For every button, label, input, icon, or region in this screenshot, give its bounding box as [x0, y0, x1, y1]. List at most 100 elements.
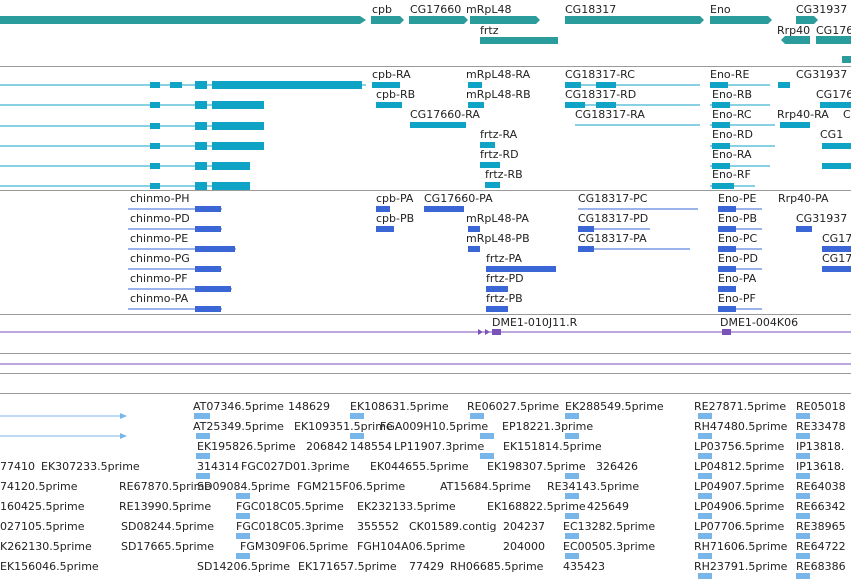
est-block[interactable] [698, 573, 712, 579]
exon[interactable] [195, 101, 207, 109]
probe-mark[interactable] [478, 329, 483, 335]
gene-cg18317-bar[interactable] [565, 16, 704, 24]
exon[interactable] [212, 162, 250, 170]
exon[interactable] [468, 82, 482, 88]
est-block[interactable] [196, 433, 210, 439]
cds[interactable] [376, 206, 390, 212]
est-block[interactable] [796, 473, 810, 479]
est-block[interactable] [796, 413, 810, 419]
est-block[interactable] [796, 553, 810, 559]
cds[interactable] [486, 266, 556, 272]
exon[interactable] [822, 163, 851, 169]
cds[interactable] [718, 286, 736, 292]
cds[interactable] [195, 286, 231, 292]
probe-mark[interactable] [722, 329, 731, 335]
est-block[interactable] [698, 513, 712, 519]
est-block[interactable] [698, 493, 712, 499]
est-block[interactable] [470, 413, 484, 419]
est-block[interactable] [698, 553, 712, 559]
gene-cpb-bar[interactable] [371, 16, 404, 24]
exon[interactable] [170, 82, 182, 88]
cds[interactable] [376, 226, 394, 232]
exon[interactable] [820, 102, 851, 108]
cds-blocks[interactable] [195, 206, 851, 312]
exon[interactable] [710, 82, 728, 88]
est-block[interactable] [480, 433, 494, 439]
exon[interactable] [150, 183, 160, 189]
est-block[interactable] [565, 533, 579, 539]
cds[interactable] [486, 306, 508, 312]
exon[interactable] [150, 102, 160, 108]
est-block[interactable] [796, 433, 810, 439]
exon[interactable] [150, 123, 160, 129]
exon[interactable] [212, 142, 264, 150]
exon[interactable] [712, 143, 730, 149]
exon[interactable] [195, 122, 207, 130]
exon[interactable] [372, 82, 400, 88]
cds[interactable] [578, 246, 594, 252]
est-block[interactable] [698, 453, 712, 459]
cds[interactable] [195, 266, 221, 272]
exon[interactable] [195, 81, 207, 89]
probe-marks[interactable] [478, 329, 731, 335]
est-block[interactable] [698, 473, 712, 479]
exon[interactable] [150, 82, 160, 88]
cds[interactable] [822, 266, 851, 272]
cds[interactable] [718, 246, 736, 252]
exon[interactable] [565, 102, 585, 108]
exon[interactable] [468, 102, 484, 108]
gene-mrpl48-bar[interactable] [470, 16, 540, 24]
gene-cg17660-bar[interactable] [409, 16, 468, 24]
cds[interactable] [468, 226, 480, 232]
exon[interactable] [596, 82, 616, 88]
est-block[interactable] [796, 513, 810, 519]
exon[interactable] [212, 122, 264, 130]
gene-features[interactable] [0, 16, 851, 63]
est-block[interactable] [565, 553, 579, 559]
est-block[interactable] [236, 493, 250, 499]
cds[interactable] [718, 306, 736, 312]
cds[interactable] [718, 226, 736, 232]
est-block[interactable] [796, 573, 810, 579]
gene-right-bar[interactable] [842, 56, 851, 63]
est-block[interactable] [698, 433, 712, 439]
exon[interactable] [822, 143, 851, 149]
est-block[interactable] [565, 513, 579, 519]
exon[interactable] [410, 122, 466, 128]
est-block[interactable] [698, 533, 712, 539]
cds[interactable] [486, 286, 508, 292]
probe-mark[interactable] [492, 329, 501, 335]
est-block[interactable] [196, 473, 210, 479]
est-block[interactable] [194, 413, 210, 419]
gene-eno-bar[interactable] [710, 16, 772, 24]
exon[interactable] [780, 122, 810, 128]
exon[interactable] [195, 182, 207, 190]
exon[interactable] [712, 163, 730, 169]
gene-chinmo-bar[interactable] [0, 16, 366, 24]
est-block[interactable] [796, 493, 810, 499]
est-block[interactable] [565, 473, 579, 479]
cds[interactable] [195, 306, 221, 312]
cds[interactable] [195, 226, 221, 232]
est-block[interactable] [236, 533, 250, 539]
gene-rrp40-bar[interactable] [781, 36, 810, 44]
exon[interactable] [195, 162, 207, 170]
est-block[interactable] [196, 453, 210, 459]
exon[interactable] [195, 142, 207, 150]
exon[interactable] [596, 102, 616, 108]
gene-cg176-bar[interactable] [816, 36, 851, 44]
exon[interactable] [150, 163, 160, 169]
est-block[interactable] [350, 413, 364, 419]
est-block[interactable] [236, 553, 250, 559]
est-arrow[interactable] [120, 433, 127, 439]
exon[interactable] [485, 182, 500, 188]
exon[interactable] [480, 142, 495, 148]
exon[interactable] [565, 82, 581, 88]
est-arrow[interactable] [120, 413, 127, 419]
est-block[interactable] [698, 413, 712, 419]
exon[interactable] [480, 162, 500, 168]
exon[interactable] [778, 82, 790, 88]
est-marks[interactable] [120, 413, 810, 579]
cds[interactable] [195, 206, 221, 212]
cds[interactable] [718, 206, 736, 212]
